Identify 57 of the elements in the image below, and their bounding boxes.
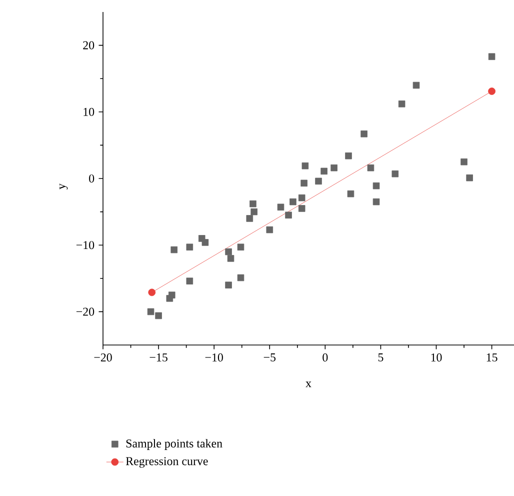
point	[298, 194, 306, 202]
x-tick-label: −5	[264, 353, 276, 362]
legend-label: Sample points taken	[126, 439, 222, 450]
point	[298, 205, 306, 212]
point	[170, 246, 178, 254]
point	[250, 208, 258, 216]
x-tick-label: −10	[205, 353, 223, 362]
x-tick-label: −15	[150, 353, 168, 362]
point	[250, 200, 256, 208]
point	[227, 255, 234, 262]
point	[315, 178, 322, 185]
point	[302, 162, 309, 170]
point	[148, 288, 156, 296]
x-tick-label: 10	[431, 353, 442, 362]
point	[277, 204, 284, 211]
point	[246, 215, 254, 222]
point	[225, 248, 232, 256]
point	[202, 239, 209, 246]
y-tick-label: 10	[84, 108, 94, 116]
point	[466, 174, 473, 182]
point	[266, 226, 274, 234]
point	[398, 100, 406, 108]
x-axis-title: x	[306, 382, 312, 388]
x-tick-label: −20	[94, 353, 112, 362]
point	[460, 158, 468, 166]
point	[168, 292, 176, 298]
point	[147, 308, 154, 316]
y-tick-label: −20	[76, 308, 94, 316]
y-tick-label: −10	[76, 241, 94, 250]
point	[330, 164, 338, 172]
point	[300, 180, 308, 187]
point	[372, 182, 380, 190]
point	[488, 53, 496, 60]
point	[488, 88, 496, 95]
point	[392, 170, 399, 178]
point	[237, 274, 244, 282]
point	[225, 282, 232, 288]
point	[186, 244, 194, 250]
point	[186, 278, 194, 284]
point	[345, 152, 352, 160]
x-tick-label: 5	[378, 353, 384, 362]
point	[367, 164, 374, 172]
point	[285, 212, 292, 219]
x-tick-label: 0	[322, 353, 328, 362]
point	[360, 130, 368, 138]
y-tick-label: 0	[89, 174, 94, 183]
point	[237, 244, 244, 250]
point	[347, 190, 354, 198]
point	[412, 82, 420, 89]
x-tick-label: 15	[486, 353, 498, 362]
point	[155, 312, 162, 320]
legend-label: Regression curve	[126, 457, 208, 468]
point	[372, 198, 380, 206]
point	[290, 198, 296, 206]
point	[320, 168, 328, 175]
y-tick-label: 20	[83, 41, 94, 50]
y-axis-title: y	[60, 184, 68, 190]
